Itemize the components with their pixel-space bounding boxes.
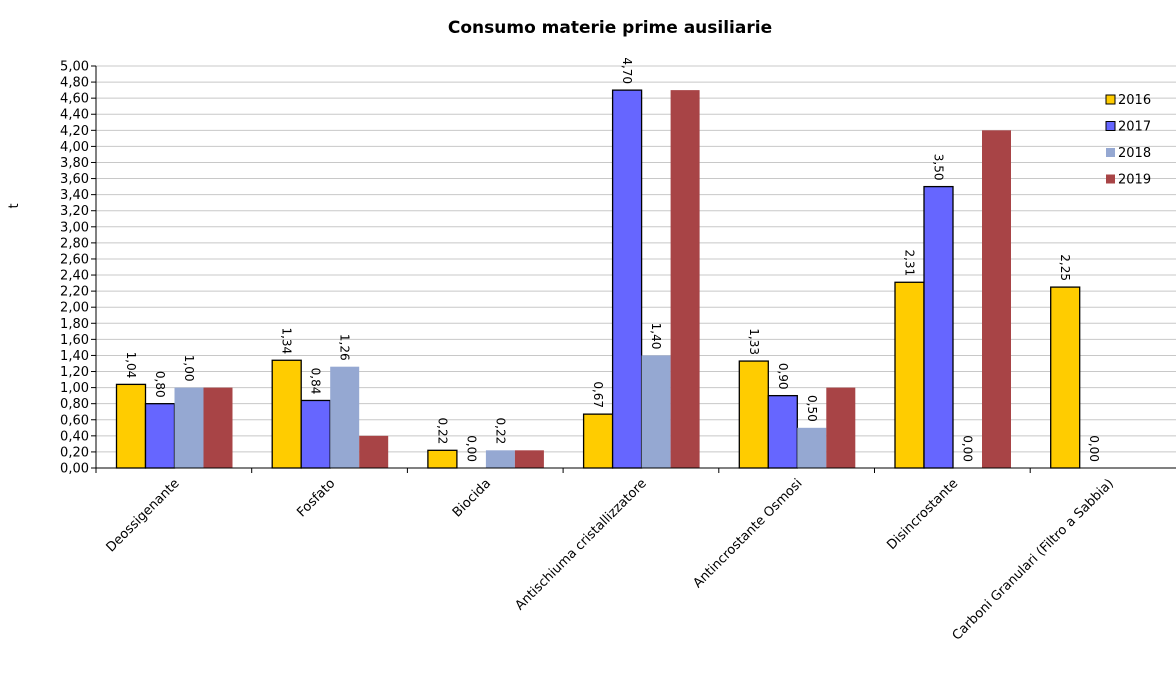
data-label: 0,50 (805, 395, 819, 422)
data-label: 1,40 (649, 323, 663, 350)
legend-label-2019: 2019 (1118, 173, 1151, 188)
y-tick-label: 0,00 (60, 462, 89, 477)
bar-2017 (300, 399, 331, 469)
bar-2018 (174, 387, 204, 468)
bar-2016 (1050, 286, 1081, 469)
legend-swatch-2018 (1106, 148, 1115, 157)
category-label: Biocida (450, 476, 494, 520)
bar-2018 (485, 450, 515, 468)
y-tick-label: 3,40 (60, 188, 89, 203)
legend-label-2018: 2018 (1118, 146, 1151, 161)
legend: 2016 2017 2018 2019 (1105, 93, 1151, 188)
data-label: 1,33 (747, 328, 761, 355)
bar-2016 (894, 281, 925, 469)
y-tick-label: 4,20 (60, 124, 89, 139)
bar-2019 (359, 435, 389, 468)
data-label: 1,26 (338, 334, 352, 361)
y-tick-label: 0,80 (60, 397, 89, 412)
bar-2016 (115, 383, 147, 469)
y-tick-label: 2,80 (60, 236, 89, 251)
y-tick-label: 2,20 (60, 285, 89, 300)
y-tick-label: 1,40 (60, 349, 89, 364)
data-labels: 1,04 0,80 1,00 1,34 0,84 1,26 0,22 0,00 0,22 0,67… (124, 57, 1101, 462)
category-label: Antischiuma cristallizzatore (513, 476, 650, 613)
legend-label-2016: 2016 (1118, 93, 1151, 108)
data-label: 0,84 (309, 368, 323, 395)
data-label: 0,00 (464, 435, 478, 462)
data-label: 0,00 (961, 435, 975, 462)
y-tick-label: 1,80 (60, 317, 89, 332)
data-label: 1,00 (182, 355, 196, 382)
bars (115, 89, 1081, 469)
data-label: 0,22 (435, 418, 449, 445)
y-tick-label: 4,80 (60, 76, 89, 91)
bar-2016 (738, 360, 769, 469)
data-label: 1,34 (280, 327, 294, 354)
bar-2019 (514, 450, 544, 468)
y-axis-label: t (7, 203, 22, 208)
bar-2016 (427, 449, 458, 469)
y-tick-label: 3,00 (60, 220, 89, 235)
bar-2018 (797, 427, 827, 468)
legend-swatch-2019 (1106, 174, 1115, 184)
bar-2017 (144, 403, 176, 469)
data-label: 3,50 (932, 154, 946, 181)
y-tick-label: 2,00 (60, 301, 89, 316)
y-tick-label: 0,20 (60, 445, 89, 460)
bar-2018 (330, 366, 360, 468)
legend-swatch-2016 (1105, 94, 1116, 105)
y-tick-label: 3,60 (60, 172, 89, 187)
y-tick-label: 4,40 (60, 108, 89, 123)
data-label: 2,31 (903, 249, 917, 276)
y-tick-label: 2,40 (60, 269, 89, 284)
y-tick-label: 4,60 (60, 92, 89, 107)
y-tick-label: 0,60 (60, 413, 89, 428)
y-tick-label: 1,60 (60, 333, 89, 348)
y-tick-label: 1,20 (60, 365, 89, 380)
legend-swatch-2017 (1105, 121, 1116, 131)
category-label: Carboni Granulari (Filtro a Sabbia) (950, 476, 1117, 643)
data-label: 0,90 (776, 363, 790, 390)
legend-label-2017: 2017 (1118, 120, 1151, 135)
bar-2016 (271, 359, 302, 469)
category-label: Fosfato (294, 476, 338, 520)
data-label: 0,00 (1087, 435, 1101, 462)
data-label: 0,22 (493, 418, 507, 445)
data-label: 4,70 (620, 57, 634, 84)
chart-title: Consumo materie prime ausiliarie (448, 18, 772, 38)
category-label: Antincrostante Osmosi (691, 476, 806, 591)
bar-2017 (611, 89, 643, 469)
bar-2019 (982, 130, 1011, 468)
y-tick-label: 4,00 (60, 140, 89, 155)
y-tick-label: 5,00 (60, 60, 89, 75)
y-tick-label: 3,80 (60, 156, 89, 171)
data-label: 1,04 (124, 352, 138, 379)
bar-2019 (203, 387, 233, 468)
bar-2018 (641, 355, 671, 468)
data-label: 2,25 (1058, 254, 1072, 281)
bar-2019 (826, 387, 856, 468)
bar-2017 (923, 185, 954, 469)
bar-2016 (582, 413, 614, 469)
data-label: 0,80 (153, 371, 167, 398)
category-label: Disincrostante (884, 476, 961, 553)
y-tick-label: 1,00 (60, 381, 89, 396)
bar-2017 (767, 394, 798, 469)
y-tick-label: 0,40 (60, 429, 89, 444)
category-label: Deossigenante (104, 476, 183, 555)
bar-2019 (670, 90, 700, 469)
y-tick-label: 2,60 (60, 252, 89, 267)
y-tick-label: 3,20 (60, 204, 89, 219)
data-label: 0,67 (591, 381, 605, 408)
